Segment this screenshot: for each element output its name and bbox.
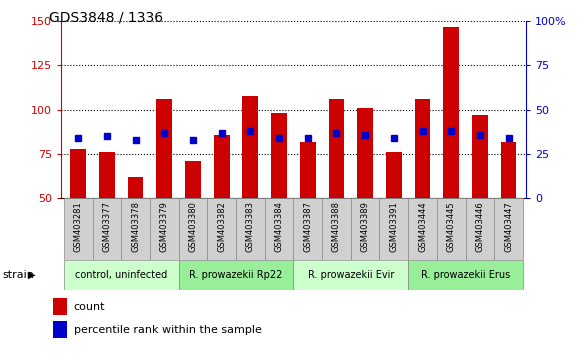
Bar [99,152,115,198]
FancyBboxPatch shape [437,198,465,260]
Text: R. prowazekii Rp22: R. prowazekii Rp22 [189,270,283,280]
Text: GSM403389: GSM403389 [361,201,370,252]
Bar [443,27,459,198]
Bar [328,99,345,198]
Text: percentile rank within the sample: percentile rank within the sample [74,325,261,335]
Bar [300,142,315,198]
Text: control, uninfected: control, uninfected [75,270,167,280]
Bar [128,177,144,198]
Text: GSM403384: GSM403384 [275,201,284,252]
FancyBboxPatch shape [121,198,150,260]
Text: GSM403444: GSM403444 [418,201,427,252]
FancyBboxPatch shape [92,198,121,260]
Text: GSM403383: GSM403383 [246,201,255,252]
Text: R. prowazekii Evir: R. prowazekii Evir [307,270,394,280]
Text: GSM403382: GSM403382 [217,201,226,252]
FancyBboxPatch shape [236,198,265,260]
FancyBboxPatch shape [64,198,92,260]
FancyBboxPatch shape [178,198,207,260]
FancyBboxPatch shape [178,260,293,290]
Bar [70,149,86,198]
Text: GSM403380: GSM403380 [188,201,198,252]
Text: GSM403377: GSM403377 [102,201,112,252]
FancyBboxPatch shape [150,198,178,260]
Bar [242,96,259,198]
Text: count: count [74,302,105,312]
Bar [415,99,431,198]
Bar [472,115,488,198]
Bar [386,152,401,198]
FancyBboxPatch shape [265,198,293,260]
Text: GSM403447: GSM403447 [504,201,513,252]
FancyBboxPatch shape [53,298,67,315]
Bar [357,108,373,198]
FancyBboxPatch shape [322,198,351,260]
FancyBboxPatch shape [494,198,523,260]
Text: GSM403281: GSM403281 [74,201,83,252]
Bar [501,142,517,198]
Bar [214,135,229,198]
Text: strain: strain [3,270,35,280]
Text: GSM403387: GSM403387 [303,201,312,252]
Text: GSM403388: GSM403388 [332,201,341,252]
FancyBboxPatch shape [293,198,322,260]
FancyBboxPatch shape [53,321,67,338]
FancyBboxPatch shape [408,260,523,290]
FancyBboxPatch shape [465,198,494,260]
Text: GSM403378: GSM403378 [131,201,140,252]
FancyBboxPatch shape [64,260,178,290]
Bar [185,161,201,198]
FancyBboxPatch shape [207,198,236,260]
FancyBboxPatch shape [379,198,408,260]
Text: GSM403379: GSM403379 [160,201,169,252]
FancyBboxPatch shape [293,260,408,290]
Bar [156,99,172,198]
Bar [271,113,287,198]
Text: GSM403391: GSM403391 [389,201,399,252]
FancyBboxPatch shape [351,198,379,260]
Text: ▶: ▶ [28,270,35,280]
Text: GDS3848 / 1336: GDS3848 / 1336 [49,11,163,25]
Text: GSM403445: GSM403445 [447,201,456,252]
Text: R. prowazekii Erus: R. prowazekii Erus [421,270,510,280]
Text: GSM403446: GSM403446 [475,201,485,252]
FancyBboxPatch shape [408,198,437,260]
